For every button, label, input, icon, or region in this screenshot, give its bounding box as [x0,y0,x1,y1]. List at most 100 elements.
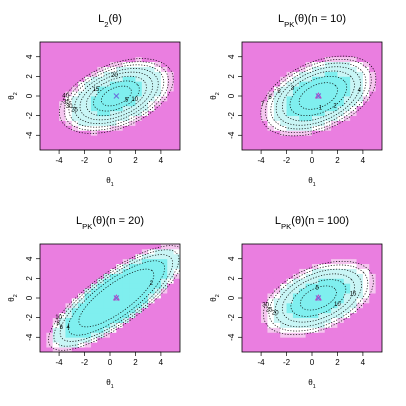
heat-cell [343,317,351,323]
heat-cell [71,244,79,250]
heat-cell [261,278,268,284]
heat-cell [324,96,332,102]
heat-cell [84,135,92,141]
heat-cell [280,322,287,328]
heat-cell [78,96,85,102]
heat-cell [154,125,162,131]
heat-cell [103,125,111,131]
heat-cell [331,302,338,309]
heat-cell [46,76,54,82]
heat-cell [312,244,319,250]
heat-cell [375,293,382,299]
x-tick-label: -2 [283,156,291,165]
heat-cell [356,288,364,294]
heat-cell [331,288,338,294]
heat-cell [135,42,143,48]
heat-cell [299,61,307,67]
heat-cell [84,71,92,77]
heat-cell [110,312,117,319]
heat-cell [71,288,79,294]
heat-cell [369,61,377,67]
heat-cell [292,268,300,274]
heat-cell [242,253,249,260]
heat-cell [318,86,326,92]
heat-cell [40,140,47,146]
heat-cell [356,86,364,92]
heat-cell [122,288,130,294]
heat-cell [40,71,47,77]
heat-cell [154,140,162,146]
heat-cell [254,248,262,255]
heat-cell [135,145,143,150]
heat-cell [254,278,262,284]
heat-cell [242,81,249,87]
heat-cell [40,288,47,294]
heat-cell [135,253,143,260]
heat-cell [167,56,175,63]
heat-cell [261,307,268,314]
heat-cell [305,91,313,97]
contour-line [274,268,362,328]
contour-line [263,260,374,336]
heat-cell [312,347,319,352]
heat-cell [337,76,345,82]
heat-cell [97,110,105,117]
heat-cell [318,140,326,146]
heat-cell [65,56,73,63]
heat-cell [280,298,287,304]
y-tick-label: -2 [227,112,236,120]
heat-cell [122,327,130,333]
heat-cell [129,268,136,274]
heat-cell [40,115,47,121]
heat-cell [141,86,149,92]
heat-cell [286,51,294,58]
heat-cell [84,337,92,343]
heat-cell [135,302,143,309]
heat-cell [375,312,382,319]
heat-cell [90,115,98,121]
heat-cell [122,322,130,328]
heat-cell [110,347,117,352]
contour-label: 25 [266,307,273,313]
contour-line [68,64,165,128]
heat-cell [148,248,155,255]
heat-cell [110,120,117,126]
heat-cell [141,110,149,117]
heat-cell [331,145,338,150]
heat-cell [116,302,124,309]
heat-cell [59,42,66,48]
heat-cell [369,253,377,260]
heat-cell [299,263,307,269]
heat-cell [337,298,345,304]
heat-cell [305,51,313,58]
heat-cell [305,105,313,112]
heat-cell [280,110,287,117]
y-tick-label: 2 [227,276,236,281]
heat-cell [286,86,294,92]
heat-cell [248,130,256,136]
contour-line [281,70,355,122]
heat-cell [160,81,168,87]
heat-cell [65,42,73,48]
heat-cell [254,312,262,319]
heat-cell [122,46,130,53]
heat-cell [52,312,60,319]
heat-cell [59,322,66,328]
heat-cell [46,248,54,255]
heat-cell [242,312,249,319]
heat-cell [343,248,351,255]
heat-cell [318,312,326,319]
heat-cell [337,91,345,97]
heat-cell [362,263,370,269]
heat-cell [280,100,287,107]
heat-cell [122,307,130,314]
heat-cell [52,288,60,294]
heat-cell [273,268,281,274]
heat-cell [71,125,79,131]
heat-cell [324,337,332,343]
heat-cell [324,56,332,63]
heat-cell [173,145,180,150]
heat-cell [46,347,54,352]
heat-cell [129,312,136,319]
